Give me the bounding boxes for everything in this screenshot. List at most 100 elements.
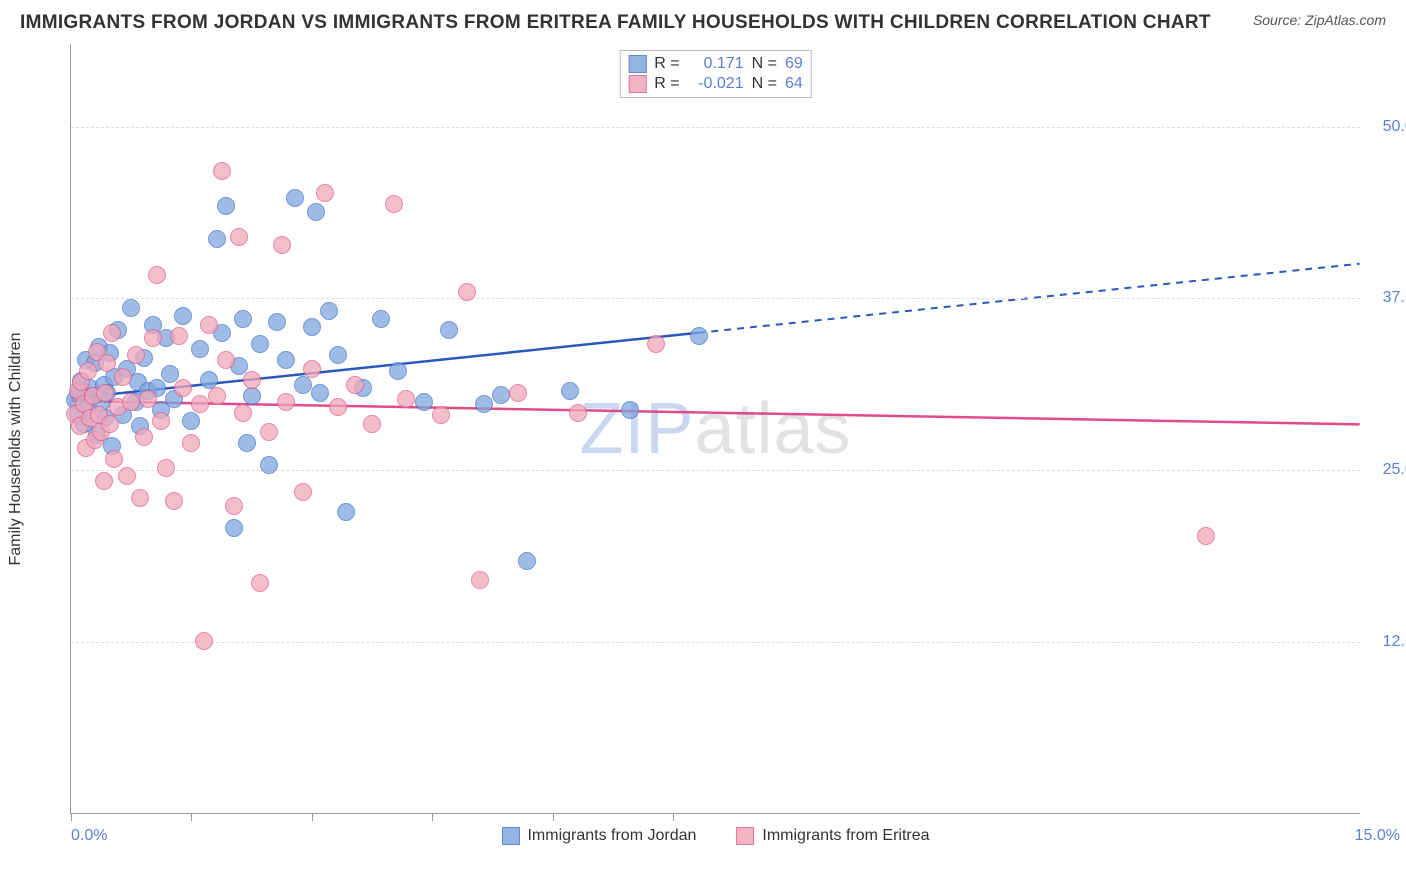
data-point: [234, 404, 252, 422]
chart-container: IMMIGRANTS FROM JORDAN VS IMMIGRANTS FRO…: [0, 0, 1406, 892]
r-label: R =: [654, 75, 679, 93]
data-point: [260, 423, 278, 441]
n-value-eritrea: 64: [785, 75, 803, 93]
data-point: [432, 406, 450, 424]
data-point: [238, 434, 256, 452]
data-point: [234, 310, 252, 328]
data-point: [95, 472, 113, 490]
jordan-swatch-icon: [628, 55, 646, 73]
data-point: [157, 459, 175, 477]
data-point: [647, 335, 665, 353]
data-point: [286, 189, 304, 207]
data-point: [114, 368, 132, 386]
data-point: [217, 197, 235, 215]
data-point: [277, 351, 295, 369]
plot-area: R = 0.171 N = 69 R = -0.021 N = 64 ZIPat…: [70, 44, 1360, 814]
data-point: [139, 390, 157, 408]
correlation-row-eritrea: R = -0.021 N = 64: [628, 75, 802, 93]
data-point: [243, 371, 261, 389]
n-label: N =: [752, 75, 777, 93]
data-point: [165, 492, 183, 510]
data-point: [213, 162, 231, 180]
data-point: [230, 228, 248, 246]
data-point: [415, 393, 433, 411]
data-point: [509, 384, 527, 402]
data-point: [471, 571, 489, 589]
watermark: ZIPatlas: [579, 388, 851, 470]
data-point: [294, 483, 312, 501]
data-point: [277, 393, 295, 411]
x-tick-mark: [673, 813, 674, 821]
r-value-eritrea: -0.021: [688, 75, 744, 93]
jordan-legend-label: Immigrants from Jordan: [527, 827, 696, 845]
data-point: [200, 316, 218, 334]
data-point: [251, 574, 269, 592]
x-tick-mark: [312, 813, 313, 821]
data-point: [316, 184, 334, 202]
data-point: [152, 412, 170, 430]
data-point: [1197, 527, 1215, 545]
eritrea-swatch-icon: [628, 75, 646, 93]
source-text: ZipAtlas.com: [1305, 12, 1386, 28]
n-label: N =: [752, 55, 777, 73]
data-point: [98, 354, 116, 372]
r-value-jordan: 0.171: [688, 55, 744, 73]
data-point: [195, 632, 213, 650]
data-point: [101, 415, 119, 433]
gridline: [71, 127, 1360, 128]
data-point: [690, 327, 708, 345]
data-point: [127, 346, 145, 364]
watermark-zip: ZIP: [579, 389, 694, 469]
data-point: [122, 299, 140, 317]
data-point: [329, 398, 347, 416]
series-legend: Immigrants from Jordan Immigrants from E…: [501, 827, 929, 845]
data-point: [268, 313, 286, 331]
data-point: [217, 351, 235, 369]
data-point: [389, 362, 407, 380]
x-tick-mark: [432, 813, 433, 821]
legend-item-jordan: Immigrants from Jordan: [501, 827, 696, 845]
jordan-legend-swatch-icon: [501, 827, 519, 845]
data-point: [621, 401, 639, 419]
data-point: [518, 552, 536, 570]
data-point: [569, 404, 587, 422]
source-label: Source: ZipAtlas.com: [1253, 12, 1386, 28]
y-axis-label: Family Households with Children: [7, 333, 25, 566]
data-point: [191, 395, 209, 413]
data-point: [260, 456, 278, 474]
data-point: [144, 329, 162, 347]
data-point: [337, 503, 355, 521]
data-point: [174, 307, 192, 325]
gridline: [71, 298, 1360, 299]
data-point: [208, 230, 226, 248]
data-point: [79, 362, 97, 380]
data-point: [182, 412, 200, 430]
eritrea-legend-swatch-icon: [736, 827, 754, 845]
gridline: [71, 642, 1360, 643]
data-point: [311, 384, 329, 402]
r-label: R =: [654, 55, 679, 73]
data-point: [122, 393, 140, 411]
y-tick-label: 50.0%: [1368, 118, 1406, 136]
source-prefix: Source:: [1253, 12, 1305, 28]
n-value-jordan: 69: [785, 55, 803, 73]
data-point: [118, 467, 136, 485]
x-min-label: 0.0%: [71, 827, 107, 845]
y-tick-label: 25.0%: [1368, 461, 1406, 479]
data-point: [397, 390, 415, 408]
data-point: [251, 335, 269, 353]
legend-item-eritrea: Immigrants from Eritrea: [736, 827, 929, 845]
data-point: [182, 434, 200, 452]
data-point: [561, 382, 579, 400]
x-tick-mark: [553, 813, 554, 821]
watermark-atlas: atlas: [694, 389, 851, 469]
eritrea-legend-label: Immigrants from Eritrea: [762, 827, 929, 845]
data-point: [320, 302, 338, 320]
data-point: [458, 283, 476, 301]
data-point: [135, 428, 153, 446]
data-point: [225, 497, 243, 515]
chart-area: Family Households with Children R = 0.17…: [48, 44, 1388, 854]
data-point: [243, 387, 261, 405]
data-point: [208, 387, 226, 405]
data-point: [273, 236, 291, 254]
